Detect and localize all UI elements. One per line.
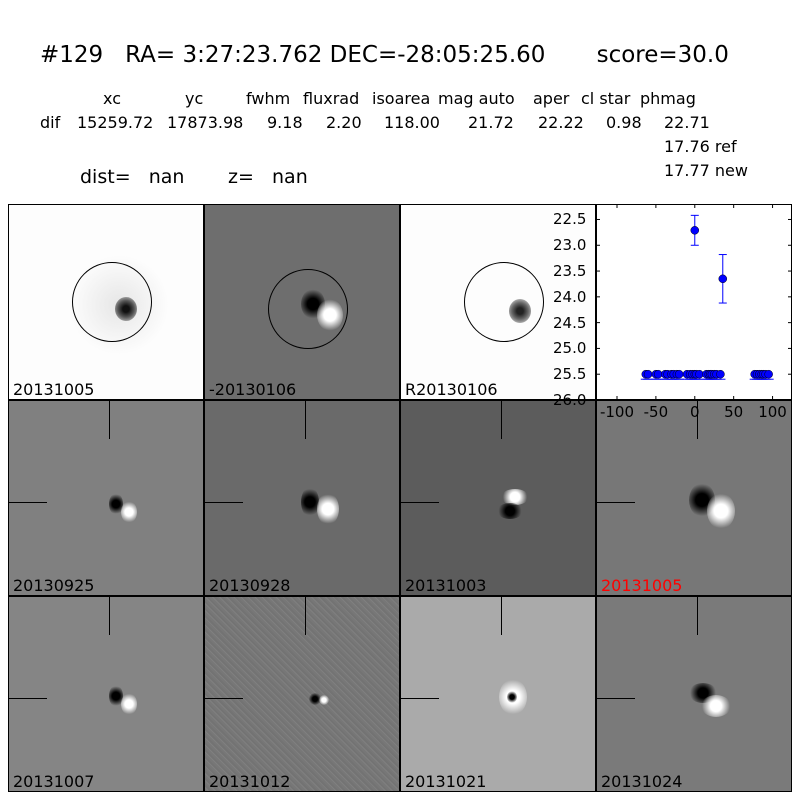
upper-limit-point: [764, 369, 773, 379]
crosshair-horizontal: [401, 698, 439, 700]
ref-mag: 17.76 ref: [664, 137, 737, 156]
cutout-stamp: 20131005: [596, 400, 792, 596]
data-point: [690, 226, 700, 235]
column-header: mag auto: [438, 89, 515, 108]
y-tick-label: 23.0: [553, 236, 587, 255]
image-panel-ref: R20130106: [400, 204, 596, 400]
column-value: 118.00: [384, 113, 440, 132]
x-tick-label: -50: [643, 403, 669, 421]
column-header: fluxrad: [303, 89, 360, 108]
cutout-stamp: 20131012: [204, 596, 400, 792]
magnitude-plot: [596, 204, 792, 400]
panel-label: 20131005: [13, 380, 95, 399]
row-label: dif: [40, 113, 61, 132]
cutout-stamp: 20131024: [596, 596, 792, 792]
upper-limit-point: [716, 369, 725, 379]
column-value: 17873.98: [167, 113, 244, 132]
y-tick-label: 22.5: [553, 210, 587, 229]
panel-label: 20131024: [601, 772, 683, 791]
crosshair-vertical: [305, 401, 307, 439]
crosshair-horizontal: [597, 502, 635, 504]
aperture-circle: [72, 262, 152, 342]
column-header: fwhm: [246, 89, 291, 108]
column-header: phmag: [640, 89, 696, 108]
dist-readout: dist= nan: [80, 166, 185, 188]
crosshair-vertical: [305, 597, 307, 635]
column-header: aper: [533, 89, 570, 108]
crosshair-horizontal: [205, 698, 243, 700]
x-tick-label: 0: [689, 403, 700, 421]
cutout-stamp: 20130928: [204, 400, 400, 596]
panel-label: 20131007: [13, 772, 95, 791]
crosshair-vertical: [109, 597, 111, 635]
column-value: 15259.72: [77, 113, 154, 132]
data-point: [718, 274, 728, 284]
cutout-stamp: 20131007: [8, 596, 204, 792]
column-header: cl star: [581, 89, 631, 108]
crosshair-horizontal: [401, 502, 439, 504]
panel-label: 20131005: [601, 576, 683, 595]
plot-frame: [596, 204, 792, 400]
column-value: 22.71: [664, 113, 710, 132]
y-tick-label: 23.5: [553, 262, 587, 281]
image-panel-diff: -20130106: [204, 204, 400, 400]
crosshair-vertical: [697, 401, 699, 439]
x-tick-label: 50: [724, 403, 744, 421]
column-header: isoarea: [372, 89, 431, 108]
y-tick-label: 25.0: [553, 339, 587, 358]
panel-label: 20131003: [405, 576, 487, 595]
crosshair-vertical: [501, 597, 503, 635]
crosshair-horizontal: [9, 698, 47, 700]
aperture-circle: [268, 269, 348, 349]
y-tick-label: 24.0: [553, 287, 587, 306]
panel-label: 20130925: [13, 576, 95, 595]
y-tick-label: 24.5: [553, 313, 587, 332]
x-tick-label: 100: [758, 403, 787, 421]
column-value: 22.22: [538, 113, 584, 132]
cutout-stamp: 20131021: [400, 596, 596, 792]
upper-limit-point: [674, 369, 684, 379]
aperture-circle: [464, 262, 544, 342]
panel-label: R20130106: [405, 380, 498, 399]
y-tick-label: 26.0: [553, 391, 587, 409]
crosshair-vertical: [501, 401, 503, 439]
column-value: 21.72: [468, 113, 514, 132]
crosshair-horizontal: [597, 698, 635, 700]
crosshair-vertical: [697, 597, 699, 635]
column-value: 0.98: [606, 113, 642, 132]
cutout-stamp: 20131003: [400, 400, 596, 596]
x-tick-label: -100: [599, 403, 635, 421]
crosshair-horizontal: [205, 502, 243, 504]
column-value: 9.18: [267, 113, 303, 132]
y-tick-label: 25.5: [553, 365, 587, 384]
crosshair-horizontal: [9, 502, 47, 504]
column-header: yc: [185, 89, 204, 108]
upper-limit-point: [643, 369, 653, 379]
column-value: 2.20: [326, 113, 362, 132]
panel-label: 20131021: [405, 772, 487, 791]
panel-label: 20131012: [209, 772, 291, 791]
z-readout: z= nan: [228, 166, 308, 188]
column-header: xc: [103, 89, 121, 108]
panel-label: -20130106: [209, 380, 297, 399]
figure-title: #129 RA= 3:27:23.762 DEC=-28:05:25.60 sc…: [40, 42, 729, 68]
image-panel-new: 20131005: [8, 204, 204, 400]
cutout-stamp: 20130925: [8, 400, 204, 596]
new-mag: 17.77 new: [664, 161, 748, 180]
crosshair-vertical: [109, 401, 111, 439]
panel-label: 20130928: [209, 576, 291, 595]
